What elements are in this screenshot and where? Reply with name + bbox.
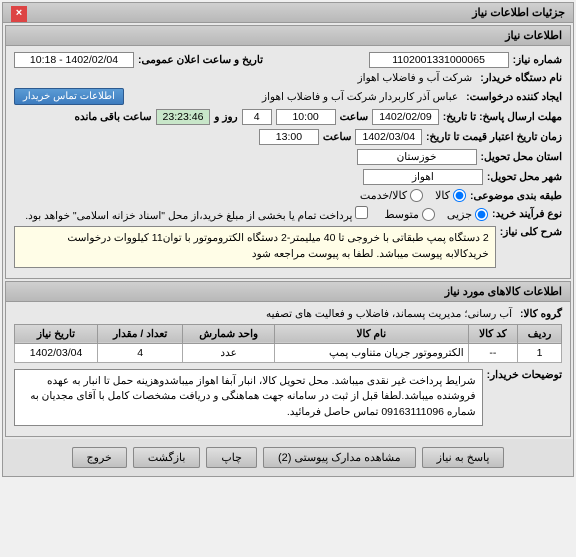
radio-goods-label: کالا: [435, 189, 450, 202]
row-buyer: نام دستگاه خریدار: شرکت آب و فاضلاب اهوا…: [14, 72, 562, 84]
main-panel: × جزئیات اطلاعات نیاز اطلاعات نیاز شماره…: [2, 2, 574, 477]
row-need-number: شماره نیاز: 1102001331000065 تاریخ و ساع…: [14, 52, 562, 68]
radio-partial-label: جزیی: [447, 208, 472, 221]
table-header-row: ردیف کد کالا نام کالا واحد شمارش تعداد /…: [15, 324, 562, 343]
row-city: شهر محل تحویل: اهواز: [14, 169, 562, 185]
deadline-time-label: ساعت: [340, 111, 369, 123]
city-value: اهواز: [363, 169, 483, 185]
goods-panel: اطلاعات کالاهای مورد نیاز گروه کالا: آب …: [5, 281, 571, 437]
summary-label: شرح کلی نیاز:: [500, 226, 562, 238]
payment-note-text: پرداخت تمام یا بخشی از مبلغ خرید،از محل …: [25, 210, 352, 222]
respond-button[interactable]: پاسخ به نیاز: [422, 447, 505, 468]
info-body: شماره نیاز: 1102001331000065 تاریخ و ساع…: [6, 46, 570, 278]
buyer-value: شرکت آب و فاضلاب اهواز: [354, 72, 477, 84]
col-code: کد کالا: [468, 324, 517, 343]
row-requester: ایجاد کننده درخواست: عباس آذر کاربردار ش…: [14, 88, 562, 105]
days-value: 4: [242, 109, 272, 125]
goods-table: ردیف کد کالا نام کالا واحد شمارش تعداد /…: [14, 324, 562, 363]
button-row: پاسخ به نیاز مشاهده مدارک پیوستی (2) چاپ…: [3, 439, 573, 476]
row-group: گروه کالا: آب رسانی؛ مدیریت پسماند، فاضل…: [14, 308, 562, 320]
col-unit: واحد شمارش: [183, 324, 275, 343]
row-validity: زمان تاریخ اعتبار قیمت تا تاریخ: 1402/03…: [14, 129, 562, 145]
goods-body: گروه کالا: آب رسانی؛ مدیریت پسماند، فاضل…: [6, 302, 570, 436]
province-label: استان محل تحویل:: [481, 151, 562, 163]
deadline-label: مهلت ارسال پاسخ: تا تاریخ:: [443, 111, 562, 123]
info-header: اطلاعات نیاز: [6, 26, 570, 46]
col-qty: تعداد / مقدار: [98, 324, 183, 343]
validity-time-label: ساعت: [323, 131, 352, 143]
group-label: گروه کالا:: [520, 308, 562, 320]
exit-button[interactable]: خروج: [72, 447, 127, 468]
main-header: × جزئیات اطلاعات نیاز: [3, 3, 573, 23]
days-label: روز و: [214, 111, 237, 123]
validity-time: 13:00: [259, 129, 319, 145]
row-category: طبقه بندی موضوعی: کالا کالا/خدمت: [14, 189, 562, 202]
validity-date: 1402/03/04: [355, 129, 422, 145]
category-label: طبقه بندی موضوعی:: [470, 190, 562, 202]
radio-goods[interactable]: کالا: [435, 189, 466, 202]
process-radio-group: جزیی متوسط: [384, 208, 488, 221]
payment-note: پرداخت تمام یا بخشی از مبلغ خرید،از محل …: [21, 206, 372, 222]
col-row: ردیف: [518, 324, 562, 343]
cell-qty: 4: [98, 343, 183, 362]
radio-service-label: کالا/خدمت: [360, 189, 407, 202]
col-date: تاریخ نیاز: [15, 324, 98, 343]
requester-value: عباس آذر کاربردار شرکت آب و فاضلاب اهواز: [258, 91, 462, 103]
province-value: خوزستان: [357, 149, 477, 165]
col-name: نام کالا: [274, 324, 468, 343]
notes-value: شرایط پرداخت غیر نقدی میباشد. محل تحویل …: [14, 369, 483, 426]
announce-value: 1402/02/04 - 10:18: [14, 52, 134, 68]
announce-label: تاریخ و ساعت اعلان عمومی:: [138, 54, 263, 66]
row-summary: شرح کلی نیاز: 2 دستگاه پمپ طبقاتی با خرو…: [14, 226, 562, 268]
notes-label: توضیحات خریدار:: [487, 369, 562, 381]
remaining-label: ساعت باقی مانده: [74, 111, 151, 123]
radio-service-input[interactable]: [410, 189, 423, 202]
cell-name: الکتروموتور جریان متناوب پمپ: [274, 343, 468, 362]
attachments-button[interactable]: مشاهده مدارک پیوستی (2): [263, 447, 416, 468]
radio-medium-input[interactable]: [422, 208, 435, 221]
validity-label: زمان تاریخ اعتبار قیمت تا تاریخ:: [426, 131, 562, 143]
row-notes: توضیحات خریدار: شرایط پرداخت غیر نقدی می…: [14, 369, 562, 426]
return-button[interactable]: بازگشت: [133, 447, 201, 468]
contact-button[interactable]: اطلاعات تماس خریدار: [14, 88, 124, 105]
radio-service[interactable]: کالا/خدمت: [360, 189, 423, 202]
need-number-value: 1102001331000065: [369, 52, 509, 68]
row-deadline: مهلت ارسال پاسخ: تا تاریخ: 1402/02/09 سا…: [14, 109, 562, 125]
cell-code: --: [468, 343, 517, 362]
deadline-date: 1402/02/09: [372, 109, 439, 125]
need-number-label: شماره نیاز:: [513, 54, 562, 66]
group-value: آب رسانی؛ مدیریت پسماند، فاضلاب و فعالیت…: [262, 308, 516, 320]
remaining-time: 23:23:46: [156, 109, 211, 125]
cell-row: 1: [518, 343, 562, 362]
info-panel: اطلاعات نیاز شماره نیاز: 110200133100006…: [5, 25, 571, 279]
requester-label: ایجاد کننده درخواست:: [466, 91, 562, 103]
radio-goods-input[interactable]: [453, 189, 466, 202]
table-row[interactable]: 1 -- الکتروموتور جریان متناوب پمپ عدد 4 …: [15, 343, 562, 362]
radio-partial[interactable]: جزیی: [447, 208, 488, 221]
process-label: نوع فرآیند خرید:: [492, 208, 562, 220]
row-process: نوع فرآیند خرید: جزیی متوسط پرداخت تمام …: [14, 206, 562, 222]
deadline-time: 10:00: [276, 109, 336, 125]
print-button[interactable]: چاپ: [206, 447, 257, 468]
summary-value: 2 دستگاه پمپ طبقاتی با خروجی تا 40 میلیم…: [14, 226, 496, 268]
buyer-label: نام دستگاه خریدار:: [480, 72, 562, 84]
payment-checkbox[interactable]: [355, 206, 368, 219]
radio-medium[interactable]: متوسط: [384, 208, 435, 221]
close-icon[interactable]: ×: [11, 6, 27, 22]
main-title: جزئیات اطلاعات نیاز: [472, 7, 565, 19]
city-label: شهر محل تحویل:: [487, 171, 562, 183]
radio-medium-label: متوسط: [384, 208, 419, 221]
category-radio-group: کالا کالا/خدمت: [360, 189, 466, 202]
cell-unit: عدد: [183, 343, 275, 362]
radio-partial-input[interactable]: [475, 208, 488, 221]
goods-header: اطلاعات کالاهای مورد نیاز: [6, 282, 570, 302]
row-province: استان محل تحویل: خوزستان: [14, 149, 562, 165]
cell-date: 1402/03/04: [15, 343, 98, 362]
